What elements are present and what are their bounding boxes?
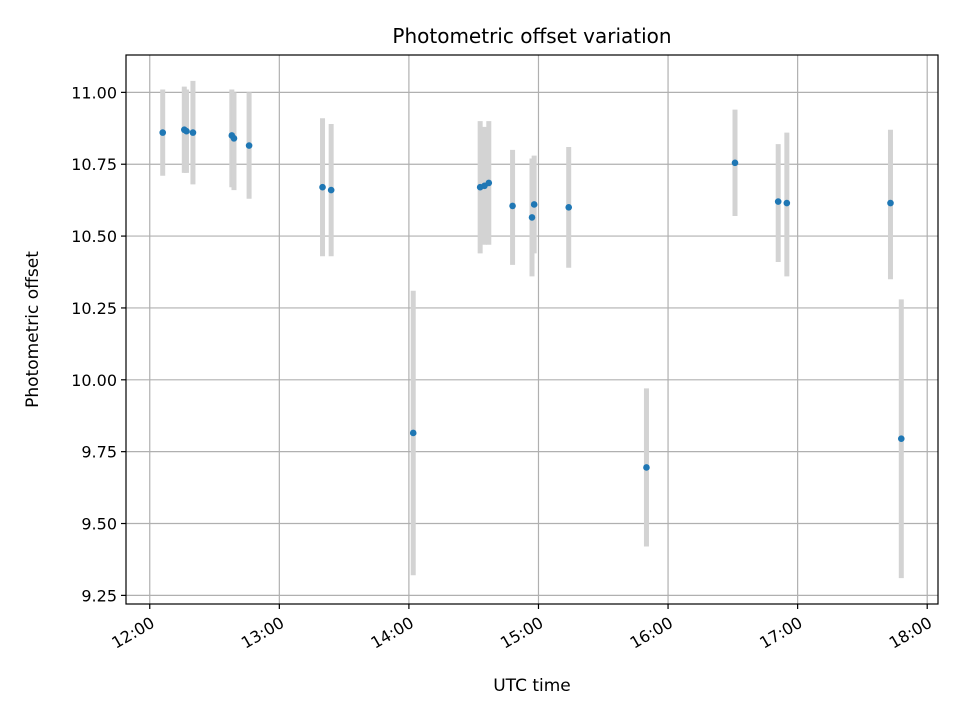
x-tick-label: 14:00 (367, 613, 416, 653)
data-point (245, 142, 253, 149)
data-point (783, 199, 791, 207)
y-tick-label: 9.50 (81, 515, 117, 534)
x-axis-ticks: 12:00 13:00 14:00 15:00 16:00 17:00 18:00 (108, 604, 935, 653)
data-point (509, 202, 516, 210)
x-axis-title: UTC time (493, 676, 571, 696)
y-tick-label: 10.50 (71, 227, 117, 246)
data-point (485, 179, 493, 187)
data-point (327, 186, 335, 194)
data-point (409, 429, 417, 437)
data-point (887, 199, 894, 207)
data-point (774, 198, 782, 205)
data-point (183, 127, 190, 135)
y-tick-label: 10.00 (71, 371, 117, 390)
chart-title: Photometric offset variation (392, 24, 671, 48)
data-point (565, 204, 573, 211)
plot-area-frame (125, 54, 939, 605)
y-tick-label: 10.75 (71, 155, 117, 174)
y-axis-title: Photometric offset (23, 251, 43, 408)
x-tick-label: 16:00 (627, 613, 676, 653)
x-tick-label: 13:00 (238, 613, 287, 653)
x-tick-label: 17:00 (756, 613, 805, 653)
y-tick-label: 11.00 (71, 83, 117, 102)
data-point (643, 464, 650, 471)
y-tick-label: 9.25 (81, 586, 117, 605)
x-tick-label: 12:00 (108, 613, 157, 653)
data-point (319, 183, 326, 191)
y-axis-ticks: 9.25 9.50 9.75 10.00 10.25 10.50 10.75 11.00 (71, 83, 126, 605)
data-points (159, 126, 905, 471)
x-tick-label: 15:00 (497, 613, 546, 653)
y-tick-label: 10.25 (71, 299, 117, 318)
error-bars (160, 80, 904, 579)
data-point (897, 435, 905, 443)
x-tick-label: 18:00 (886, 613, 935, 653)
data-point (189, 129, 197, 136)
y-tick-label: 9.75 (81, 443, 117, 462)
data-point (159, 129, 167, 136)
data-point (230, 135, 238, 142)
data-point (528, 214, 536, 221)
data-point (530, 201, 538, 208)
data-point (731, 159, 739, 167)
